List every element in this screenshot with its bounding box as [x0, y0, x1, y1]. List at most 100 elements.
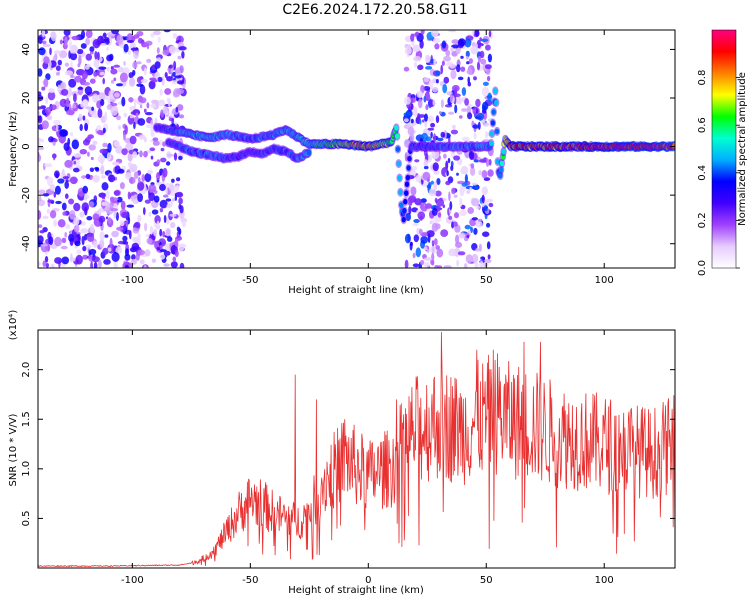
spectrogram-noise-speck: [44, 163, 53, 168]
spectrogram-noise-speck: [84, 86, 93, 96]
spectrogram-noise-speck: [453, 155, 461, 161]
spectrogram-noise-speck: [443, 265, 452, 268]
spectrogram-noise-speck: [434, 197, 438, 203]
spectrogram-noise-speck: [44, 256, 49, 263]
spectrogram-noise-speck: [181, 220, 187, 228]
spectrogram-noise-speck: [410, 33, 415, 42]
spectrogram-noise-speck: [438, 111, 442, 115]
spectrogram-noise-speck: [428, 188, 437, 197]
spectrogram-ridge: [494, 99, 499, 106]
spectrogram-x-axis-label: Height of straight line (km): [288, 285, 424, 296]
spectrogram-noise-speck: [38, 68, 43, 77]
spectrogram-noise-speck: [176, 191, 184, 198]
spectrogram-noise-speck: [143, 207, 146, 216]
spectrogram-noise-speck: [99, 71, 106, 76]
spectrogram-noise-speck: [474, 261, 479, 268]
spectrogram-noise-speck: [59, 39, 63, 45]
spectrogram-noise-speck: [110, 105, 119, 116]
spectrogram-ridge: [499, 160, 505, 167]
spectrogram-noise-speck: [150, 155, 154, 160]
spectrogram-noise-speck: [137, 193, 144, 203]
spectrogram-noise-speck: [85, 30, 93, 39]
spectrogram-noise-speck: [59, 98, 68, 108]
spectrogram-noise-speck: [482, 86, 489, 97]
spectrogram-noise-speck: [412, 107, 418, 117]
spectrogram-noise-speck: [430, 180, 434, 185]
spectrogram-noise-speck: [433, 238, 438, 246]
spectrogram-noise-speck: [414, 31, 420, 37]
spectrogram-noise-speck: [433, 133, 436, 143]
spectrogram-noise-speck: [165, 161, 171, 166]
spectrogram-x-tick-label: -100: [121, 275, 144, 286]
spectrogram-noise-speck: [139, 150, 143, 158]
spectrogram-noise-speck: [412, 252, 416, 259]
spectrogram-noise-speck: [471, 182, 478, 186]
spectrogram-noise-speck: [412, 44, 421, 53]
spectrogram-noise-speck: [145, 234, 150, 238]
spectrogram-noise-speck: [176, 80, 185, 85]
spectrogram-noise-speck: [63, 142, 70, 151]
spectrogram-noise-speck: [77, 63, 81, 68]
spectrogram-noise-speck: [129, 77, 136, 87]
spectrogram-noise-speck: [175, 88, 185, 95]
spectrogram-noise-speck: [48, 236, 54, 246]
snr-multiplier-label: (x10⁴): [8, 310, 19, 341]
spectrogram-noise-speck: [85, 244, 92, 249]
spectrogram-noise-speck: [74, 240, 81, 247]
spectrogram-noise-speck: [38, 189, 46, 195]
spectrogram-noise-speck: [433, 37, 441, 44]
spectrogram-noise-speck: [403, 66, 410, 72]
spectrogram-noise-speck: [170, 222, 176, 229]
spectrogram-noise-speck: [479, 50, 485, 59]
spectrogram-noise-speck: [148, 184, 157, 193]
spectrogram-noise-speck: [55, 65, 61, 71]
spectrogram-noise-speck: [451, 187, 456, 195]
spectrogram-noise-speck: [486, 241, 491, 250]
spectrogram-noise-speck: [106, 152, 112, 161]
spectrogram-noise-speck: [177, 55, 182, 60]
spectrogram-noise-speck: [144, 172, 152, 183]
spectrogram-noise-speck: [169, 213, 177, 217]
spectrogram-noise-speck: [52, 153, 56, 161]
spectrogram-noise-speck: [159, 199, 168, 209]
spectrogram-noise-speck: [426, 248, 430, 253]
spectrogram-noise-speck: [88, 201, 95, 208]
spectrogram-noise-speck: [139, 104, 143, 109]
spectrogram-noise-speck: [92, 175, 100, 183]
spectrogram-noise-speck: [488, 202, 494, 208]
spectrogram-noise-speck: [129, 114, 134, 119]
spectrogram-noise-speck: [73, 93, 77, 103]
spectrogram-noise-speck: [431, 30, 439, 38]
spectrogram-noise-speck: [409, 241, 413, 251]
spectrogram-noise-speck: [138, 134, 146, 140]
spectrogram-frame: [37, 29, 676, 269]
spectrogram-noise-speck: [53, 219, 58, 227]
spectrogram-noise-speck: [466, 61, 470, 65]
spectrogram-noise-speck: [419, 259, 425, 266]
spectrogram-noise-speck: [126, 204, 135, 208]
spectrogram-noise-speck: [434, 43, 440, 50]
spectrogram-noise-speck: [97, 129, 104, 135]
spectrogram-noise-speck: [69, 176, 78, 185]
spectrogram-noise-speck: [144, 249, 151, 257]
spectrogram-noise-speck: [435, 115, 440, 124]
snr-frame: [37, 329, 676, 569]
spectrogram-noise-speck: [478, 243, 482, 252]
spectrogram-noise-speck: [452, 93, 461, 98]
spectrogram-noise-speck: [132, 151, 138, 159]
spectrogram-noise-speck: [420, 236, 429, 244]
spectrogram-ridge: [489, 130, 495, 137]
snr-y-tick-label: 1.0: [21, 461, 32, 477]
spectrogram-ridge: [501, 148, 506, 155]
spectrogram-noise-speck: [81, 175, 87, 179]
spectrogram-noise-speck: [49, 210, 57, 219]
spectrogram-noise-speck: [143, 265, 147, 268]
spectrogram-noise-speck: [108, 217, 112, 224]
spectrogram-noise-speck: [480, 38, 489, 42]
spectrogram-noise-speck: [150, 103, 156, 109]
spectrogram-noise-speck: [85, 53, 93, 61]
spectrogram-noise-speck: [436, 178, 441, 185]
spectrogram-noise-speck: [157, 76, 163, 83]
spectrogram-ridge: [490, 120, 496, 126]
spectrogram-noise-speck: [63, 30, 71, 36]
